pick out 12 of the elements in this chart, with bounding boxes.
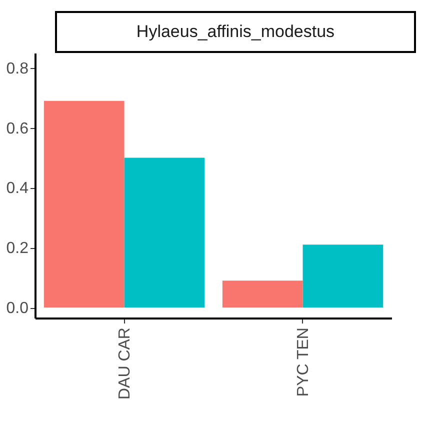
bar [222,280,303,308]
bar [124,158,205,308]
y-tick-label: 0.2 [6,240,29,258]
x-tick-label: PYC TEN [294,328,312,397]
y-tick-label: 0.8 [6,60,29,78]
bar [44,100,124,308]
x-tick-label: DAU CAR [116,328,134,400]
y-tick-label: 0.0 [6,300,29,318]
y-tick-label: 0.4 [6,180,29,198]
y-tick-label: 0.6 [6,120,29,138]
chart-title: Hylaeus_affinis_modestus [55,11,416,53]
bar [302,244,384,308]
